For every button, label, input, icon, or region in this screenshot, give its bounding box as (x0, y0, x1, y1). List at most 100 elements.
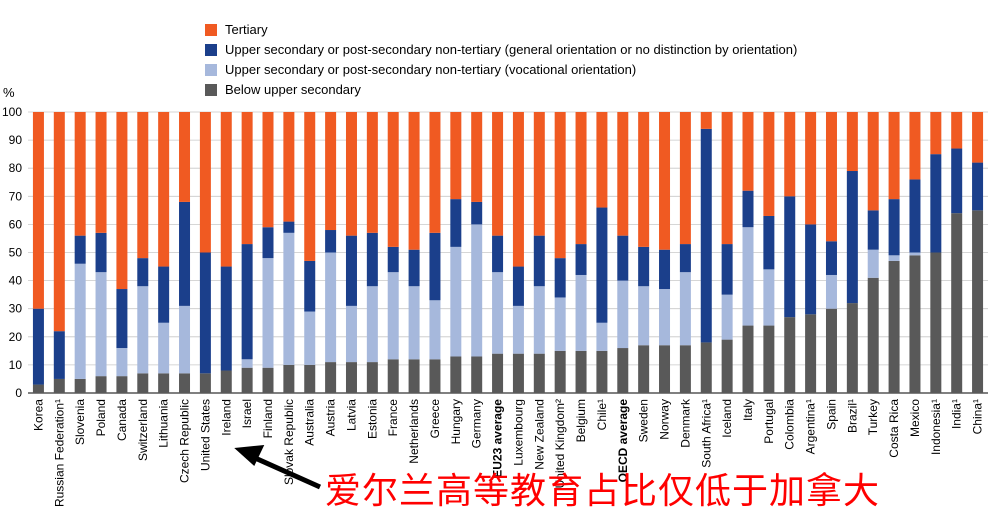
bar-segment (53, 331, 65, 379)
bar-segment (137, 112, 149, 259)
bar-segment (763, 112, 775, 216)
bar-segment (220, 266, 232, 371)
bar-segment (283, 364, 295, 393)
x-tick-label: Indonesia¹ (929, 399, 943, 455)
x-tick-label: Germany (470, 399, 484, 448)
bar-segment (972, 210, 984, 393)
bar-segment (763, 215, 775, 270)
bar-segment (596, 207, 608, 323)
bar-segment (617, 280, 629, 349)
bar-segment (700, 112, 712, 129)
x-tick-label: Colombia (783, 399, 797, 450)
bar-segment (158, 322, 170, 374)
bar-segment (825, 274, 837, 309)
bar-segment (283, 232, 295, 365)
legend-swatch-below-upper-secondary (205, 84, 217, 96)
bar-segment (387, 246, 399, 273)
bar-segment (742, 227, 754, 326)
bar-segment (742, 112, 754, 191)
bar-segment (471, 356, 483, 393)
bar-segment (951, 112, 963, 149)
bar-segment (846, 303, 858, 393)
bar-segment (199, 112, 211, 253)
bar-segment (262, 367, 274, 393)
bar-segment (116, 112, 128, 290)
y-tick-label: 0 (15, 386, 22, 400)
bar-segment (95, 376, 107, 393)
bar-segment (638, 286, 650, 346)
bar-segment (867, 277, 879, 393)
legend-label-tertiary: Tertiary (225, 22, 268, 37)
x-tick-label: Ireland (219, 399, 233, 436)
y-tick-label: 40 (9, 274, 23, 288)
bar-segment (241, 367, 253, 393)
bar-segment (888, 260, 900, 393)
bar-segment (366, 112, 378, 233)
bar-segment (784, 317, 796, 393)
x-tick-label: Russian Federation¹ (52, 399, 66, 507)
bar-segment (784, 196, 796, 318)
x-tick-label: South Africa¹ (699, 399, 713, 468)
bar-segment (137, 286, 149, 374)
x-tick-label: Mexico (908, 399, 922, 437)
bar-segment (429, 359, 441, 393)
bar-segment (241, 244, 253, 360)
bar-segment (721, 339, 733, 393)
bar-segment (867, 210, 879, 250)
bar-segment (951, 148, 963, 214)
bar-segment (721, 112, 733, 245)
bar-segment (512, 266, 524, 306)
bar-segment (408, 249, 420, 287)
bar-segment (805, 224, 817, 315)
bar-segment (888, 199, 900, 256)
legend-swatch-tertiary (205, 24, 217, 36)
x-tick-label: Norway (658, 399, 672, 440)
bar-segment (262, 227, 274, 259)
x-tick-label: United Kingdom² (553, 399, 567, 488)
y-tick-label: 20 (9, 330, 23, 344)
bar-segment (533, 286, 545, 354)
bar-segment (575, 244, 587, 275)
bar-segment (763, 325, 775, 393)
x-tick-label: Latvia (344, 399, 358, 431)
bar-segment (32, 308, 44, 385)
x-tick-label: Czech Republic (178, 399, 192, 483)
bar-segment (492, 235, 504, 273)
x-tick-label: Lithuania (157, 399, 171, 448)
bar-segment (846, 112, 858, 172)
bar-segment (345, 235, 357, 306)
bar-segment (596, 350, 608, 393)
bar-segment (512, 305, 524, 354)
bar-segment (345, 112, 357, 236)
bar-segment (492, 353, 504, 393)
x-tick-label: Belgium (574, 399, 588, 442)
bar-segment (74, 112, 86, 236)
bar-segment (387, 112, 399, 247)
bar-segment (429, 232, 441, 301)
bar-segment (325, 252, 337, 363)
bar-segment (825, 241, 837, 275)
bar-segment (909, 112, 921, 180)
bar-segment (450, 356, 462, 393)
bar-segment (679, 244, 691, 273)
bar-segment (74, 235, 86, 264)
annotation-arrow-head (234, 445, 265, 466)
bar-segment (617, 235, 629, 281)
bar-segment (700, 342, 712, 393)
x-tick-label: Korea (31, 399, 45, 431)
y-tick-label: 100 (2, 105, 22, 119)
legend-swatch-upper-secondary-vocational (205, 64, 217, 76)
bar-segment (492, 272, 504, 354)
x-tick-label: Sweden (637, 399, 651, 442)
bar-segment (659, 345, 671, 393)
bar-segment (116, 348, 128, 377)
x-tick-label: Finland (261, 399, 275, 438)
bar-segment (679, 112, 691, 245)
x-tick-label: Austria (324, 399, 338, 437)
y-tick-label: 70 (9, 189, 23, 203)
bar-segment (784, 112, 796, 197)
bar-segment (742, 325, 754, 393)
bar-segment (283, 112, 295, 222)
bar-segment (450, 112, 462, 200)
bar-segment (325, 112, 337, 231)
